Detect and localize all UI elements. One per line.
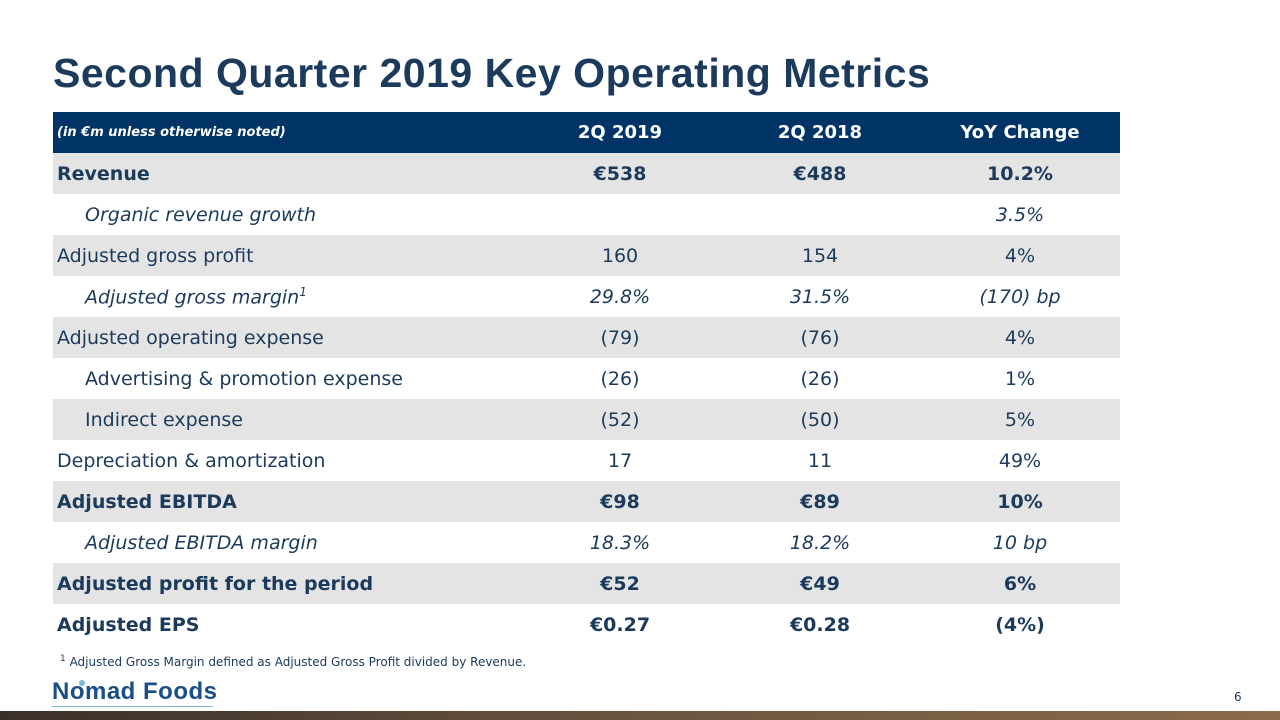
row-label: Adjusted operating expense [53,317,520,358]
table-row-depreciation-amortization: Depreciation & amortization 17 11 49% [53,440,1120,481]
page-number: 6 [1234,690,1242,704]
cell-2q2018: (26) [800,367,840,390]
logo-underline [52,706,213,707]
table-row-adjusted-gross-margin: Adjusted gross margin1 29.8% 31.5% (170)… [53,276,1120,317]
cell-yoy-change: 10 bp [992,531,1048,554]
row-label: Adjusted gross profit [53,235,520,276]
units-note: (in €m unless otherwise noted) [53,112,520,153]
table-row-adjusted-ebitda-margin: Adjusted EBITDA margin 18.3% 18.2% 10 bp [53,522,1120,563]
cell-yoy-change: 49% [998,449,1042,472]
cell-yoy-change: 6% [920,563,1120,604]
row-label: Adjusted EBITDA [53,481,520,522]
cell-2q2019: €0.27 [589,613,651,636]
table-row-advertising-promotion-expense: Advertising & promotion expense (26) (26… [53,358,1120,399]
row-label: Organic revenue growth [85,203,317,226]
cell-2q2018: €89 [720,481,920,522]
cell-2q2018: 31.5% [789,285,851,308]
cell-yoy-change: 4% [920,235,1120,276]
footnote-marker: 1 [299,284,307,299]
footnote-marker: 1 [60,654,66,664]
cell-2q2019: 18.3% [589,531,651,554]
row-label: Adjusted EPS [57,613,200,636]
cell-2q2018: €488 [720,153,920,194]
table-row-revenue: Revenue €538 €488 10.2% [53,153,1120,194]
column-header-2q2018: 2Q 2018 [720,112,920,153]
cell-yoy-change: 5% [920,399,1120,440]
row-label: Revenue [53,153,520,194]
cell-2q2019: €52 [520,563,720,604]
column-header-2q2019: 2Q 2019 [520,112,720,153]
cell-2q2019: (26) [600,367,640,390]
cell-2q2019 [520,194,720,235]
row-label: Adjusted profit for the period [53,563,520,604]
cell-2q2019: 29.8% [589,285,651,308]
cell-2q2018: €0.28 [789,613,851,636]
row-label: Advertising & promotion expense [85,367,403,390]
cell-yoy-change: 10.2% [920,153,1120,194]
table-row-adjusted-ebitda: Adjusted EBITDA €98 €89 10% [53,481,1120,522]
table-row-adjusted-profit: Adjusted profit for the period €52 €49 6… [53,563,1120,604]
cell-2q2019: 160 [520,235,720,276]
table-row-adjusted-operating-expense: Adjusted operating expense (79) (76) 4% [53,317,1120,358]
cell-2q2019: (52) [520,399,720,440]
cell-2q2018: €49 [720,563,920,604]
cell-yoy-change: (170) bp [979,285,1061,308]
nomad-foods-logo: Nomad Foods [52,678,218,705]
row-label: Adjusted gross margin1 [53,276,520,317]
bottom-decorative-bar [0,711,1280,720]
cell-yoy-change: 3.5% [995,203,1045,226]
cell-2q2019: €538 [520,153,720,194]
row-label-text: Adjusted gross margin [85,286,300,309]
cell-2q2019: (79) [520,317,720,358]
table-row-indirect-expense: Indirect expense (52) (50) 5% [53,399,1120,440]
column-header-yoy-change: YoY Change [920,112,1120,153]
cell-2q2018: (50) [720,399,920,440]
cell-yoy-change: (4%) [995,613,1045,636]
row-label: Indirect expense [53,399,520,440]
logo-dot-icon [79,680,85,686]
footnote-text: Adjusted Gross Margin defined as Adjuste… [69,655,527,669]
cell-yoy-change: 10% [920,481,1120,522]
cell-2q2018: (76) [720,317,920,358]
cell-2q2018: 11 [807,449,833,472]
cell-yoy-change: 4% [920,317,1120,358]
table-header-row: (in €m unless otherwise noted) 2Q 2019 2… [53,112,1120,153]
footnote: 1 Adjusted Gross Margin defined as Adjus… [60,654,526,669]
cell-2q2018: 154 [720,235,920,276]
row-label: Adjusted EBITDA margin [85,531,318,554]
page-title: Second Quarter 2019 Key Operating Metric… [53,50,931,96]
metrics-table: (in €m unless otherwise noted) 2Q 2019 2… [53,112,1120,645]
table-row-organic-revenue-growth: Organic revenue growth 3.5% [53,194,1120,235]
table-row-adjusted-eps: Adjusted EPS €0.27 €0.28 (4%) [53,604,1120,645]
cell-2q2018 [720,194,920,235]
row-label: Depreciation & amortization [57,449,326,472]
table-row-adjusted-gross-profit: Adjusted gross profit 160 154 4% [53,235,1120,276]
cell-yoy-change: 1% [1004,367,1036,390]
cell-2q2019: 17 [607,449,633,472]
cell-2q2019: €98 [520,481,720,522]
cell-2q2018: 18.2% [789,531,851,554]
